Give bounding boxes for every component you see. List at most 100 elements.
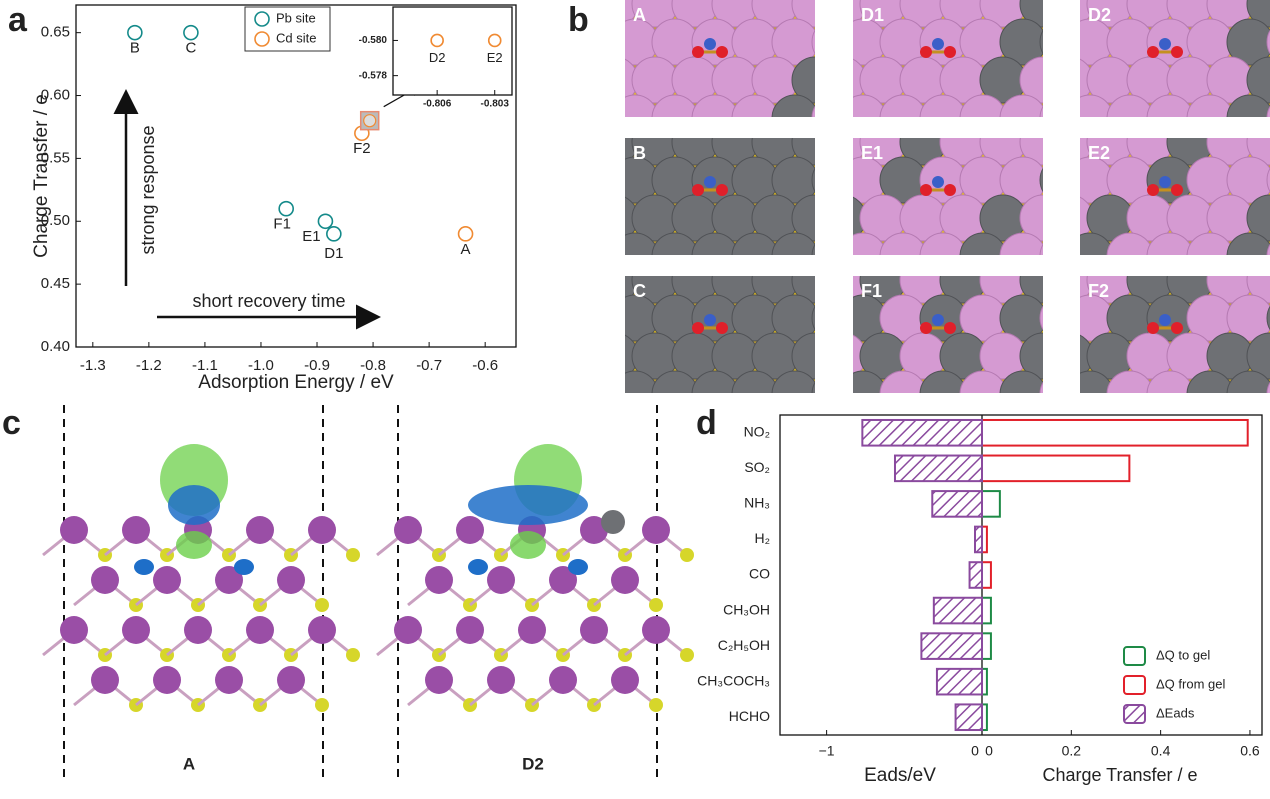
metal-atom: [1226, 294, 1270, 342]
structure-tile: E1: [853, 138, 1043, 255]
density-structure: [376, 444, 694, 712]
metal-atom: [1080, 232, 1114, 255]
metal-atom: [691, 370, 739, 393]
x-tick-label: −1: [819, 743, 835, 759]
metal-atom: [1266, 381, 1270, 393]
yellow-atom: [726, 403, 744, 421]
structure-tile: D2: [1080, 0, 1270, 117]
x2-tick-label: 0.2: [1062, 743, 1082, 759]
x2-tick-label: 0.4: [1151, 743, 1171, 759]
x-tick-label: -0.806: [423, 99, 452, 110]
blob-blue: [168, 485, 220, 525]
blob-blue: [468, 559, 488, 575]
tile-label: E1: [861, 143, 883, 163]
legend-label: Pb site: [276, 10, 316, 25]
x-tick-label: -0.6: [472, 357, 498, 374]
metal-atom: [999, 370, 1043, 393]
cd-atom: [642, 616, 670, 644]
metal-atom: [791, 138, 815, 166]
yellow-atom: [806, 403, 824, 421]
cd-atom: [122, 516, 150, 544]
yellow-atom: [874, 403, 892, 421]
yellow-atom: [1054, 89, 1072, 107]
metal-atom: [1246, 194, 1270, 242]
metal-atom: [1106, 232, 1154, 255]
y-tick-label: HCHO: [729, 708, 770, 724]
metal-atom: [1019, 276, 1043, 304]
cd-atom: [580, 616, 608, 644]
bar: [932, 596, 983, 625]
y-tick-label: H₂: [754, 530, 770, 546]
metal-atom: [1039, 381, 1043, 393]
cd-atom: [91, 566, 119, 594]
bar: [893, 454, 983, 483]
tile-label: A: [633, 5, 646, 25]
cd-atom: [215, 566, 243, 594]
bar: [981, 454, 1131, 483]
metal-atom: [691, 232, 739, 255]
yellow-atom: [954, 403, 972, 421]
metal-atom: [1186, 370, 1234, 393]
metal-atom: [791, 56, 815, 104]
point-label: D1: [324, 245, 343, 262]
legend-label: Cd site: [276, 30, 316, 45]
x-axis-title: Adsorption Energy / eV: [198, 372, 394, 393]
atoms: [625, 0, 844, 117]
bar: [931, 490, 983, 518]
panel-label: c: [2, 404, 21, 442]
metal-atom: [1266, 243, 1270, 255]
bar: [954, 703, 983, 732]
point-label: E2: [487, 50, 503, 65]
legend-label: ΔEads: [1156, 705, 1195, 720]
metal-atom: [1246, 138, 1270, 166]
data-point: [457, 226, 474, 242]
metal-atom: [1226, 18, 1270, 66]
n-atom: [1159, 314, 1171, 326]
point-label: A: [461, 241, 471, 258]
metal-atom: [1186, 232, 1234, 255]
x2-tick-label: 0.6: [1240, 743, 1260, 759]
s-atom: [680, 648, 694, 662]
o-atom: [1147, 46, 1159, 58]
cd-atom: [308, 616, 336, 644]
annotation: strong response: [138, 125, 158, 254]
cd-atom: [184, 616, 212, 644]
metal-atom: [771, 232, 815, 255]
y-tick-label: 0.40: [41, 338, 70, 355]
cd-atom: [611, 666, 639, 694]
point-label: D2: [429, 50, 446, 65]
metal-atom: [651, 370, 699, 393]
yellow-atom: [1054, 365, 1072, 383]
bar: [935, 667, 984, 696]
n-atom: [704, 314, 716, 326]
x-tick-label: -0.8: [360, 357, 386, 374]
plot-frame: [779, 414, 1263, 736]
cd-atom: [153, 566, 181, 594]
y-tick-label: 0.55: [41, 149, 70, 166]
cd-atom: [642, 516, 670, 544]
metal-atom: [811, 381, 815, 393]
bar: [974, 525, 983, 554]
cd-atom: [153, 666, 181, 694]
yellow-atom: [1034, 403, 1052, 421]
o-atom: [1147, 322, 1159, 334]
yellow-atom: [994, 403, 1012, 421]
data-point: [317, 213, 334, 230]
metal-atom: [791, 0, 815, 28]
metal-atom: [731, 232, 779, 255]
metal-atom: [1266, 167, 1270, 193]
data-point: [487, 33, 502, 48]
structure-tile: F2: [1080, 276, 1270, 393]
y-axis-title: Charge Transfer / e: [31, 94, 52, 258]
x-axis-title: Eads/eV: [864, 765, 936, 786]
x-tick-label: -0.9: [304, 357, 330, 374]
tile-label: F1: [861, 281, 882, 301]
cd-atom: [394, 616, 422, 644]
cd-atom: [611, 566, 639, 594]
structure-tile: F1: [853, 276, 1072, 421]
metal-atom: [1019, 138, 1043, 166]
o-atom: [944, 322, 956, 334]
cd-atom: [60, 516, 88, 544]
yellow-atom: [826, 13, 844, 31]
